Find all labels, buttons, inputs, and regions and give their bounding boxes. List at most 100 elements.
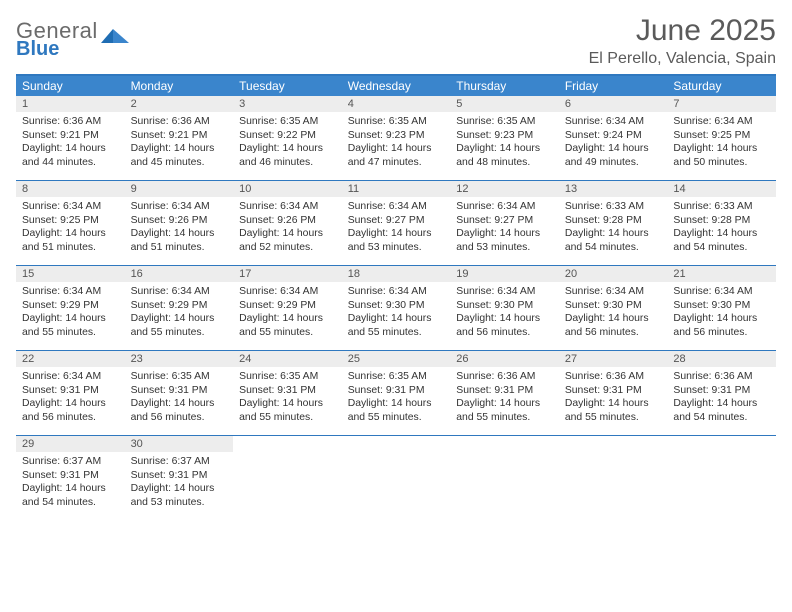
daylight-line: Daylight: 14 hours and 55 minutes. <box>348 397 445 424</box>
sunrise-line: Sunrise: 6:34 AM <box>22 200 119 214</box>
day-details: Sunrise: 6:34 AMSunset: 9:26 PMDaylight:… <box>125 197 234 259</box>
logo-mark-icon <box>101 23 131 47</box>
calendar-week: 8Sunrise: 6:34 AMSunset: 9:25 PMDaylight… <box>16 181 776 266</box>
day-number: 14 <box>667 181 776 197</box>
sunset-line: Sunset: 9:26 PM <box>131 214 228 228</box>
day-number: 23 <box>125 351 234 367</box>
daylight-line: Daylight: 14 hours and 53 minutes. <box>456 227 553 254</box>
calendar-cell: 27Sunrise: 6:36 AMSunset: 9:31 PMDayligh… <box>559 351 668 435</box>
weekday-row: SundayMondayTuesdayWednesdayThursdayFrid… <box>16 76 776 96</box>
sunrise-line: Sunrise: 6:36 AM <box>673 370 770 384</box>
weekday-header: Wednesday <box>342 76 451 96</box>
day-details: Sunrise: 6:37 AMSunset: 9:31 PMDaylight:… <box>125 452 234 514</box>
sunrise-line: Sunrise: 6:36 AM <box>456 370 553 384</box>
sunset-line: Sunset: 9:31 PM <box>239 384 336 398</box>
sunrise-line: Sunrise: 6:34 AM <box>565 115 662 129</box>
calendar: SundayMondayTuesdayWednesdayThursdayFrid… <box>16 74 776 520</box>
sunrise-line: Sunrise: 6:35 AM <box>348 115 445 129</box>
sunset-line: Sunset: 9:21 PM <box>22 129 119 143</box>
sunrise-line: Sunrise: 6:34 AM <box>239 285 336 299</box>
sunrise-line: Sunrise: 6:34 AM <box>131 200 228 214</box>
day-number: 30 <box>125 436 234 452</box>
sunset-line: Sunset: 9:30 PM <box>565 299 662 313</box>
day-number: 15 <box>16 266 125 282</box>
sunset-line: Sunset: 9:30 PM <box>673 299 770 313</box>
calendar-cell: 7Sunrise: 6:34 AMSunset: 9:25 PMDaylight… <box>667 96 776 180</box>
calendar-cell: 18Sunrise: 6:34 AMSunset: 9:30 PMDayligh… <box>342 266 451 350</box>
sunset-line: Sunset: 9:30 PM <box>348 299 445 313</box>
day-number: 13 <box>559 181 668 197</box>
day-number: 7 <box>667 96 776 112</box>
calendar-cell: 23Sunrise: 6:35 AMSunset: 9:31 PMDayligh… <box>125 351 234 435</box>
title-block: June 2025 El Perello, Valencia, Spain <box>589 14 776 68</box>
calendar-cell: 15Sunrise: 6:34 AMSunset: 9:29 PMDayligh… <box>16 266 125 350</box>
day-details: Sunrise: 6:34 AMSunset: 9:29 PMDaylight:… <box>233 282 342 344</box>
daylight-line: Daylight: 14 hours and 54 minutes. <box>673 397 770 424</box>
day-number: 10 <box>233 181 342 197</box>
sunrise-line: Sunrise: 6:34 AM <box>22 370 119 384</box>
day-number: 18 <box>342 266 451 282</box>
calendar-cell <box>342 436 451 520</box>
daylight-line: Daylight: 14 hours and 54 minutes. <box>22 482 119 509</box>
day-number: 20 <box>559 266 668 282</box>
day-number: 8 <box>16 181 125 197</box>
calendar-week: 1Sunrise: 6:36 AMSunset: 9:21 PMDaylight… <box>16 96 776 181</box>
day-details: Sunrise: 6:34 AMSunset: 9:24 PMDaylight:… <box>559 112 668 174</box>
sunrise-line: Sunrise: 6:34 AM <box>456 200 553 214</box>
daylight-line: Daylight: 14 hours and 53 minutes. <box>131 482 228 509</box>
calendar-cell <box>559 436 668 520</box>
weekday-header: Sunday <box>16 76 125 96</box>
sunset-line: Sunset: 9:31 PM <box>131 384 228 398</box>
calendar-cell: 6Sunrise: 6:34 AMSunset: 9:24 PMDaylight… <box>559 96 668 180</box>
weekday-header: Thursday <box>450 76 559 96</box>
day-details: Sunrise: 6:35 AMSunset: 9:23 PMDaylight:… <box>342 112 451 174</box>
day-number: 16 <box>125 266 234 282</box>
calendar-cell: 10Sunrise: 6:34 AMSunset: 9:26 PMDayligh… <box>233 181 342 265</box>
sunset-line: Sunset: 9:29 PM <box>131 299 228 313</box>
weekday-header: Saturday <box>667 76 776 96</box>
sunset-line: Sunset: 9:26 PM <box>239 214 336 228</box>
sunrise-line: Sunrise: 6:33 AM <box>673 200 770 214</box>
day-details: Sunrise: 6:36 AMSunset: 9:31 PMDaylight:… <box>559 367 668 429</box>
calendar-cell: 8Sunrise: 6:34 AMSunset: 9:25 PMDaylight… <box>16 181 125 265</box>
day-details: Sunrise: 6:35 AMSunset: 9:31 PMDaylight:… <box>125 367 234 429</box>
sunset-line: Sunset: 9:31 PM <box>348 384 445 398</box>
sunrise-line: Sunrise: 6:34 AM <box>131 285 228 299</box>
daylight-line: Daylight: 14 hours and 51 minutes. <box>22 227 119 254</box>
calendar-cell: 28Sunrise: 6:36 AMSunset: 9:31 PMDayligh… <box>667 351 776 435</box>
day-details: Sunrise: 6:34 AMSunset: 9:30 PMDaylight:… <box>559 282 668 344</box>
day-number: 27 <box>559 351 668 367</box>
location: El Perello, Valencia, Spain <box>589 50 776 68</box>
day-details: Sunrise: 6:34 AMSunset: 9:27 PMDaylight:… <box>450 197 559 259</box>
day-details: Sunrise: 6:37 AMSunset: 9:31 PMDaylight:… <box>16 452 125 514</box>
day-number: 12 <box>450 181 559 197</box>
sunrise-line: Sunrise: 6:34 AM <box>348 285 445 299</box>
sunrise-line: Sunrise: 6:34 AM <box>565 285 662 299</box>
day-number: 11 <box>342 181 451 197</box>
day-details: Sunrise: 6:33 AMSunset: 9:28 PMDaylight:… <box>559 197 668 259</box>
calendar-cell <box>667 436 776 520</box>
sunset-line: Sunset: 9:31 PM <box>565 384 662 398</box>
calendar-cell: 19Sunrise: 6:34 AMSunset: 9:30 PMDayligh… <box>450 266 559 350</box>
daylight-line: Daylight: 14 hours and 55 minutes. <box>565 397 662 424</box>
logo: General Blue <box>16 14 131 59</box>
calendar-cell: 11Sunrise: 6:34 AMSunset: 9:27 PMDayligh… <box>342 181 451 265</box>
day-details: Sunrise: 6:34 AMSunset: 9:25 PMDaylight:… <box>667 112 776 174</box>
daylight-line: Daylight: 14 hours and 55 minutes. <box>131 312 228 339</box>
calendar-cell: 5Sunrise: 6:35 AMSunset: 9:23 PMDaylight… <box>450 96 559 180</box>
sunset-line: Sunset: 9:28 PM <box>565 214 662 228</box>
sunrise-line: Sunrise: 6:34 AM <box>673 285 770 299</box>
sunset-line: Sunset: 9:31 PM <box>673 384 770 398</box>
day-details: Sunrise: 6:35 AMSunset: 9:31 PMDaylight:… <box>342 367 451 429</box>
day-details: Sunrise: 6:35 AMSunset: 9:22 PMDaylight:… <box>233 112 342 174</box>
daylight-line: Daylight: 14 hours and 55 minutes. <box>239 397 336 424</box>
day-details: Sunrise: 6:34 AMSunset: 9:29 PMDaylight:… <box>16 282 125 344</box>
sunset-line: Sunset: 9:31 PM <box>131 469 228 483</box>
sunset-line: Sunset: 9:31 PM <box>22 384 119 398</box>
daylight-line: Daylight: 14 hours and 48 minutes. <box>456 142 553 169</box>
sunset-line: Sunset: 9:30 PM <box>456 299 553 313</box>
sunrise-line: Sunrise: 6:35 AM <box>239 370 336 384</box>
day-number: 2 <box>125 96 234 112</box>
day-details: Sunrise: 6:35 AMSunset: 9:23 PMDaylight:… <box>450 112 559 174</box>
daylight-line: Daylight: 14 hours and 54 minutes. <box>673 227 770 254</box>
